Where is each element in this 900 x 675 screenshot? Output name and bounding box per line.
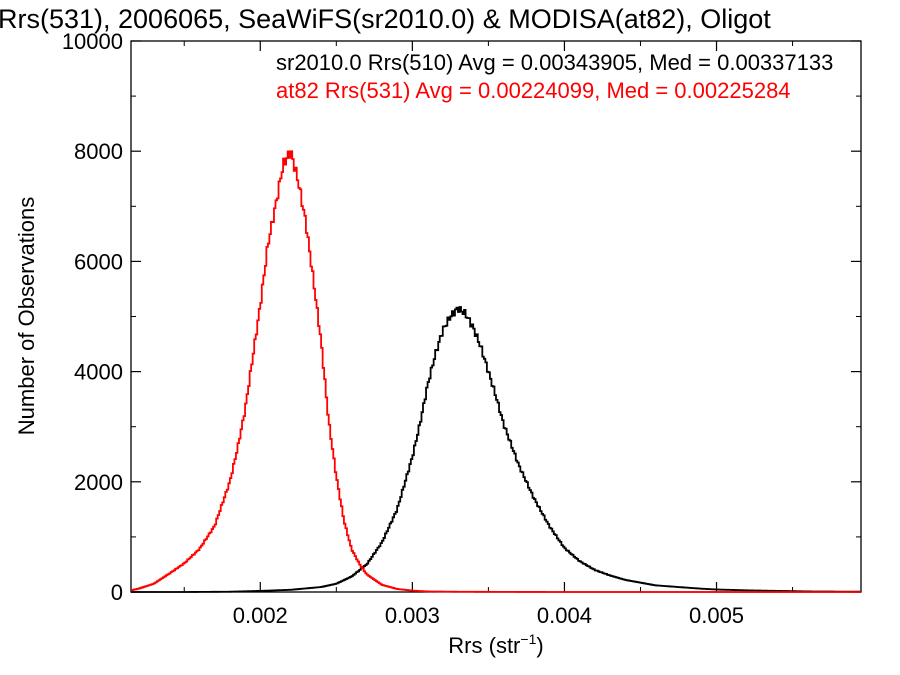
plot-area-frame xyxy=(130,40,862,593)
x-tick-label: 0.003 xyxy=(385,603,440,628)
x-axis-ticks: 0.002 0.003 0.004 0.005 xyxy=(183,41,794,628)
x-tick-label: 0.002 xyxy=(233,603,288,628)
x-tick-label: 0.004 xyxy=(537,603,592,628)
chart-title: Rrs(531), 2006065, SeaWiFS(sr2010.0) & M… xyxy=(0,4,771,34)
legend-entry-sr2010: sr2010.0 Rrs(510) Avg = 0.00343905, Med … xyxy=(276,50,833,75)
y-axis-ticks: 0 2000 4000 6000 8000 10000 xyxy=(62,29,861,605)
x-axis-label: Rrs (str−1) xyxy=(448,631,543,658)
y-tick-label: 4000 xyxy=(74,360,123,385)
x-axis-label-close: ) xyxy=(536,633,543,658)
y-tick-label: 10000 xyxy=(62,29,123,54)
y-tick-label: 8000 xyxy=(74,139,123,164)
series-line-at82-rrs531 xyxy=(131,150,861,593)
series-layer xyxy=(131,150,861,593)
y-tick-label: 2000 xyxy=(74,470,123,495)
x-axis-label-superscript: −1 xyxy=(520,631,536,647)
legend-entry-at82: at82 Rrs(531) Avg = 0.00224099, Med = 0.… xyxy=(276,78,791,103)
y-tick-label: 6000 xyxy=(74,249,123,274)
x-axis-label-main: Rrs (str xyxy=(448,633,520,658)
x-tick-label: 0.005 xyxy=(689,603,744,628)
y-axis-label: Number of Observations xyxy=(14,197,39,435)
series-line-sr2010-rrs510 xyxy=(131,306,861,593)
y-tick-label: 0 xyxy=(111,580,123,605)
